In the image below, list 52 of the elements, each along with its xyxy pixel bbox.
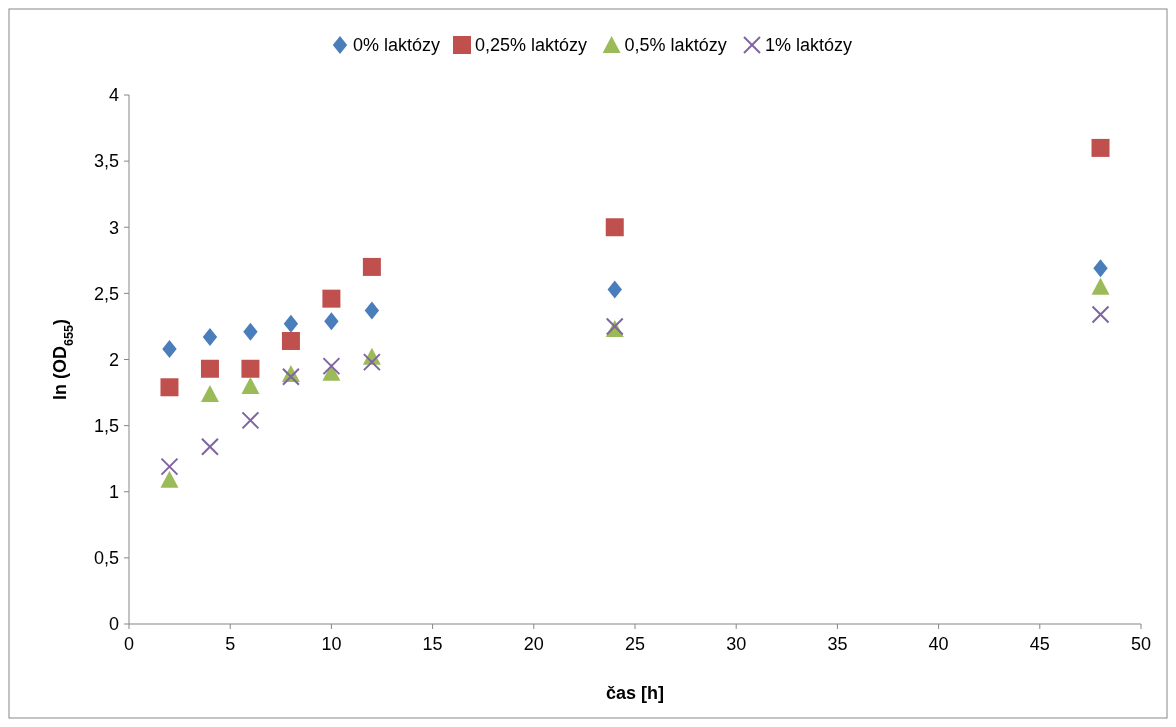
point (362, 353, 381, 372)
point (1091, 305, 1110, 324)
point (200, 359, 219, 378)
x-tick-label: 0 (123, 634, 135, 654)
point (241, 359, 260, 378)
point (243, 322, 258, 341)
point (324, 312, 339, 331)
point (1093, 259, 1108, 278)
point (283, 314, 299, 333)
point (200, 437, 219, 456)
y-tick-label: 1,5 (93, 415, 119, 436)
x-tick-label: 5 (225, 634, 236, 654)
point (322, 357, 341, 376)
point (322, 363, 341, 381)
y-tick-label: 4 (108, 85, 119, 106)
point (607, 280, 622, 299)
x-tick-label: 40 (928, 634, 949, 654)
y-tick-label: 3,5 (93, 151, 119, 172)
x-tick-label: 50 (1130, 634, 1152, 654)
x-tick-label: 10 (321, 634, 342, 654)
point (160, 470, 179, 488)
point (364, 301, 380, 320)
point (200, 384, 219, 402)
legend-label: 0,5% laktózy (624, 35, 727, 56)
x-tick-label: 15 (422, 634, 443, 654)
point (160, 457, 179, 476)
point (1091, 277, 1110, 295)
point (1091, 138, 1110, 157)
point (241, 411, 260, 430)
point (281, 331, 300, 350)
y-tick-label: 0 (108, 614, 119, 635)
x-tick-label: 30 (726, 634, 747, 654)
legend-label: 0,25% laktózy (475, 35, 588, 56)
point (362, 257, 381, 276)
y-tick-label: 1 (108, 482, 119, 503)
legend-label: 0% laktózy (353, 35, 441, 56)
point (605, 218, 624, 237)
point (322, 289, 341, 308)
x-tick-label: 20 (523, 634, 544, 654)
y-tick-label: 3 (108, 217, 119, 238)
x-tick-label: 25 (624, 634, 646, 654)
x-axis-title: čas [h] (605, 683, 665, 703)
x-tick-label: 35 (827, 634, 848, 654)
y-tick-label: 2 (108, 349, 119, 370)
point (241, 376, 260, 394)
point (202, 328, 218, 347)
legend-label: 1% laktózy (765, 35, 853, 56)
y-tick-label: 0,5 (93, 548, 119, 569)
point (160, 378, 179, 397)
point (162, 339, 177, 358)
x-tick-label: 45 (1029, 634, 1050, 654)
y-tick-label: 2,5 (93, 283, 119, 304)
